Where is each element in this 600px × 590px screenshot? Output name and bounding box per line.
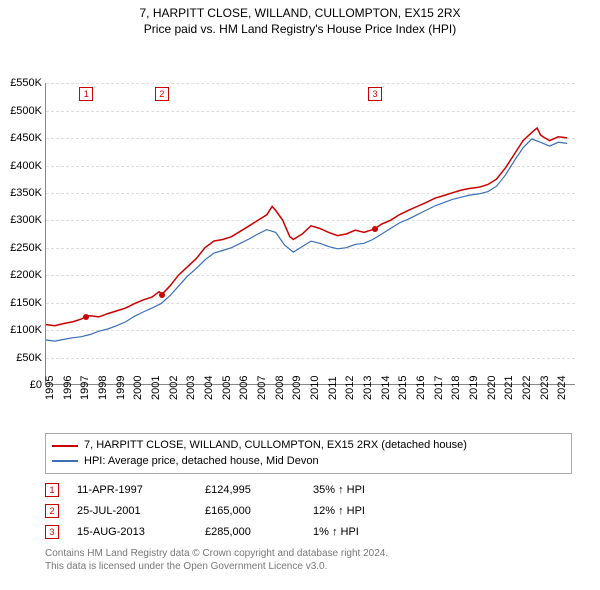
plot-area: £0£50K£100K£150K£200K£250K£300K£350K£400… bbox=[45, 83, 575, 385]
y-tick-label: £300K bbox=[10, 214, 46, 226]
legend-swatch bbox=[52, 445, 78, 447]
y-tick-label: £200K bbox=[10, 269, 46, 281]
sale-delta: 35% ↑ HPI bbox=[313, 480, 403, 501]
chart-title-block: 7, HARPITT CLOSE, WILLAND, CULLOMPTON, E… bbox=[0, 0, 600, 37]
legend: 7, HARPITT CLOSE, WILLAND, CULLOMPTON, E… bbox=[45, 433, 572, 474]
chart-title-line-1: 7, HARPITT CLOSE, WILLAND, CULLOMPTON, E… bbox=[0, 6, 600, 22]
chart-title-line-2: Price paid vs. HM Land Registry's House … bbox=[0, 22, 600, 38]
attribution-footer: Contains HM Land Registry data © Crown c… bbox=[45, 547, 572, 573]
y-tick-label: £100K bbox=[10, 324, 46, 336]
y-tick-label: £550K bbox=[10, 77, 46, 89]
sale-price: £124,995 bbox=[205, 480, 295, 501]
sale-price: £165,000 bbox=[205, 501, 295, 522]
sale-delta: 1% ↑ HPI bbox=[313, 522, 403, 543]
y-tick-label: £400K bbox=[10, 160, 46, 172]
sale-marker-dot bbox=[83, 314, 89, 320]
legend-row: HPI: Average price, detached house, Mid … bbox=[52, 454, 565, 469]
sale-marker-box: 1 bbox=[79, 87, 93, 101]
y-tick-label: £50K bbox=[16, 352, 46, 364]
legend-swatch bbox=[52, 460, 78, 462]
legend-label: 7, HARPITT CLOSE, WILLAND, CULLOMPTON, E… bbox=[84, 438, 467, 453]
y-tick-label: £150K bbox=[10, 297, 46, 309]
chart-area: £0£50K£100K£150K£200K£250K£300K£350K£400… bbox=[0, 37, 600, 425]
series-line-1 bbox=[46, 139, 567, 341]
y-tick-label: £450K bbox=[10, 132, 46, 144]
sale-date: 11-APR-1997 bbox=[77, 480, 187, 501]
footer-line-1: Contains HM Land Registry data © Crown c… bbox=[45, 547, 572, 560]
sale-row: 2 25-JUL-2001 £165,000 12% ↑ HPI bbox=[45, 501, 572, 522]
sale-marker-dot bbox=[159, 292, 165, 298]
y-tick-label: £500K bbox=[10, 105, 46, 117]
y-tick-label: £350K bbox=[10, 187, 46, 199]
sale-row: 3 15-AUG-2013 £285,000 1% ↑ HPI bbox=[45, 522, 572, 543]
footer-line-2: This data is licensed under the Open Gov… bbox=[45, 560, 572, 573]
sales-table: 1 11-APR-1997 £124,995 35% ↑ HPI 2 25-JUL-200… bbox=[45, 480, 572, 543]
sale-marker-box: 3 bbox=[368, 87, 382, 101]
sale-row: 1 11-APR-1997 £124,995 35% ↑ HPI bbox=[45, 480, 572, 501]
y-tick-label: £250K bbox=[10, 242, 46, 254]
sale-date: 15-AUG-2013 bbox=[77, 522, 187, 543]
legend-label: HPI: Average price, detached house, Mid … bbox=[84, 454, 319, 469]
sale-index-box: 3 bbox=[45, 525, 59, 539]
legend-row: 7, HARPITT CLOSE, WILLAND, CULLOMPTON, E… bbox=[52, 438, 565, 453]
sale-delta: 12% ↑ HPI bbox=[313, 501, 403, 522]
sale-price: £285,000 bbox=[205, 522, 295, 543]
sale-date: 25-JUL-2001 bbox=[77, 501, 187, 522]
sale-marker-box: 2 bbox=[155, 87, 169, 101]
sale-index-box: 1 bbox=[45, 483, 59, 497]
sale-marker-dot bbox=[372, 226, 378, 232]
series-line-0 bbox=[46, 128, 567, 326]
series-svg bbox=[46, 83, 576, 385]
sale-index-box: 2 bbox=[45, 504, 59, 518]
